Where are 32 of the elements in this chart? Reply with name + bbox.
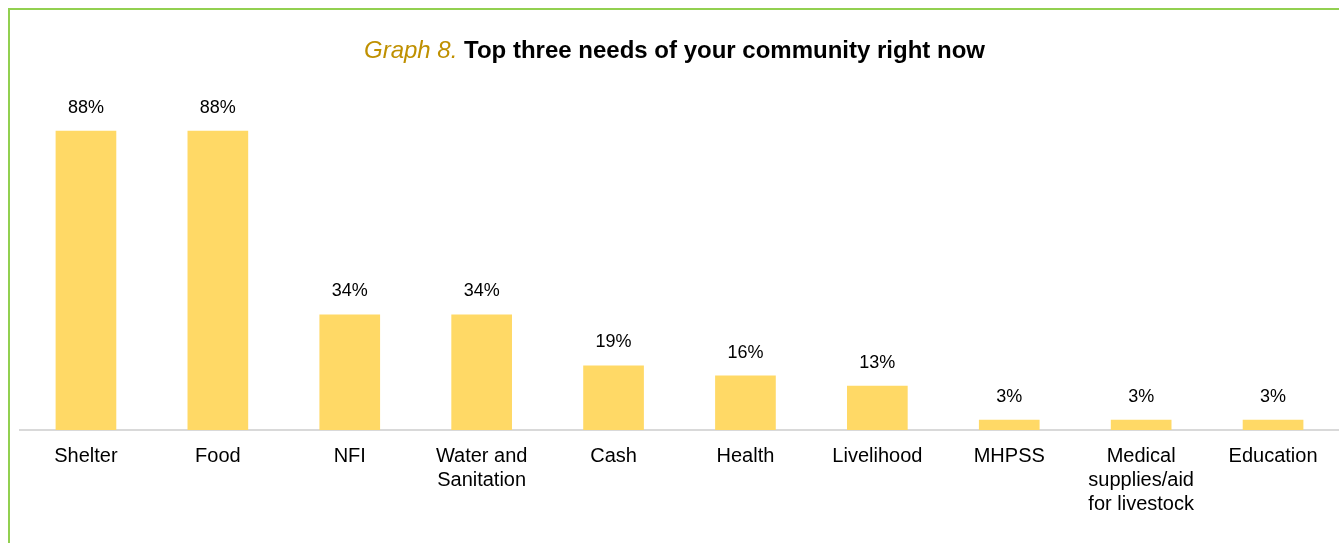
bar (1242, 419, 1304, 430)
x-tick-label: Health (716, 443, 775, 466)
data-label: 16% (727, 341, 764, 362)
x-tick-label: MHPSS (973, 443, 1045, 466)
x-tick-label: Cash (590, 443, 637, 466)
bar (583, 365, 644, 430)
data-label: 3% (1128, 385, 1155, 406)
data-label: 34% (463, 280, 500, 301)
bar (847, 385, 908, 430)
data-label: 88% (67, 96, 104, 117)
x-tick-label: Livelihood (832, 443, 923, 466)
bar (55, 130, 117, 430)
data-label: 34% (331, 280, 368, 301)
chart-title: Top three needs of your community right now (464, 36, 985, 63)
data-label: 88% (199, 96, 236, 117)
x-tick-label: Shelter (54, 443, 118, 466)
x-tick-label: Water and Sanitation (435, 443, 528, 490)
x-tick-label: Education (1228, 443, 1318, 466)
x-tick-label: NFI (333, 443, 366, 466)
data-label: 19% (595, 331, 632, 352)
bar (715, 375, 776, 430)
data-label: 3% (996, 385, 1023, 406)
bar (1110, 419, 1172, 430)
bar (451, 314, 512, 430)
x-tick-label: Medical supplies/aid for livestock (1088, 443, 1195, 514)
bar (978, 419, 1040, 430)
x-tick-label: Food (195, 443, 241, 466)
data-label: 13% (859, 351, 896, 372)
caption: Graph 8. (364, 36, 459, 63)
bar (319, 314, 381, 430)
data-label: 3% (1260, 385, 1287, 406)
bar (187, 130, 249, 430)
